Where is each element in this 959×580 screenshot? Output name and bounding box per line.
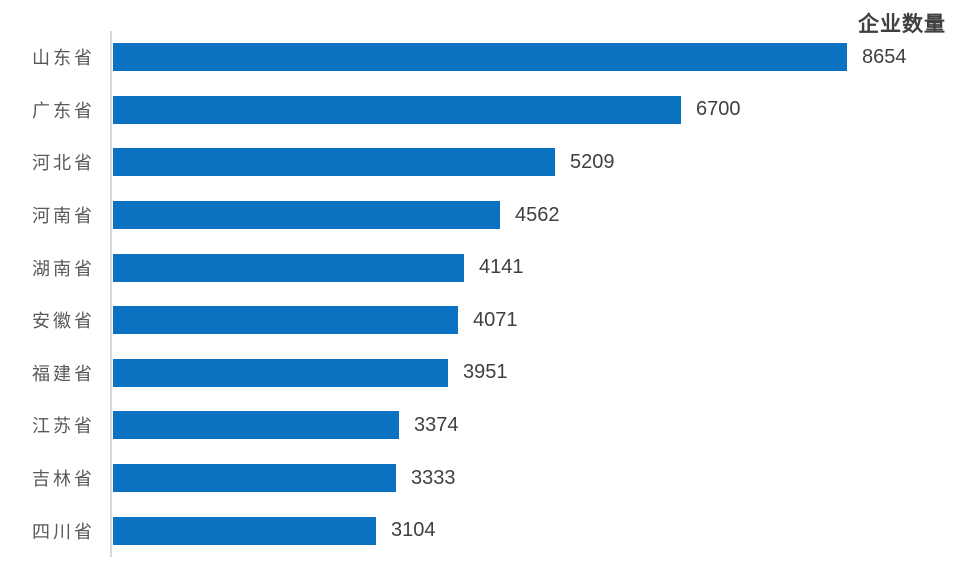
- chart-row: 山东省 8654: [0, 31, 959, 84]
- value-label: 5209: [570, 150, 615, 173]
- category-label: 山东省: [32, 48, 95, 69]
- value-label: 3104: [391, 519, 436, 542]
- bar: [113, 358, 448, 387]
- value-label: 8654: [862, 45, 907, 68]
- value-label: 6700: [696, 98, 741, 121]
- bar: [113, 306, 458, 335]
- chart-row: 湖南省 4141: [0, 241, 959, 294]
- category-label: 广东省: [32, 100, 95, 121]
- bar: [113, 411, 399, 440]
- chart-row: 吉林省 3333: [0, 452, 959, 505]
- category-label: 福建省: [32, 363, 95, 384]
- value-label: 4141: [479, 256, 524, 279]
- bar: [113, 95, 681, 124]
- bar: [113, 464, 396, 493]
- bar: [113, 43, 847, 72]
- chart-row: 广东省 6700: [0, 84, 959, 137]
- chart-row: 安徽省 4071: [0, 294, 959, 347]
- category-label: 江苏省: [32, 416, 95, 437]
- bar: [113, 516, 376, 545]
- chart-row: 河北省 5209: [0, 136, 959, 189]
- category-label: 安徽省: [32, 311, 95, 332]
- category-label: 四川省: [32, 521, 95, 542]
- chart-row: 江苏省 3374: [0, 399, 959, 452]
- chart-row: 四川省 3104: [0, 504, 959, 557]
- category-label: 湖南省: [32, 258, 95, 279]
- value-label: 3951: [463, 361, 508, 384]
- bar: [113, 148, 555, 177]
- value-label: 3333: [411, 466, 456, 489]
- value-label: 3374: [414, 413, 459, 436]
- category-label: 河北省: [32, 153, 95, 174]
- chart-rows: 山东省 8654 广东省 6700 河北省 5209 河南省 4562 湖南省 …: [0, 31, 959, 557]
- category-label: 河南省: [32, 206, 95, 227]
- chart-row: 福建省 3951: [0, 347, 959, 400]
- value-label: 4071: [473, 308, 518, 331]
- category-label: 吉林省: [32, 469, 95, 490]
- bar: [113, 253, 464, 282]
- chart-title: 企业数量: [858, 13, 946, 36]
- category-axis-line: [110, 31, 112, 557]
- chart-row: 河南省 4562: [0, 189, 959, 242]
- value-label: 4562: [515, 203, 560, 226]
- bar: [113, 201, 500, 230]
